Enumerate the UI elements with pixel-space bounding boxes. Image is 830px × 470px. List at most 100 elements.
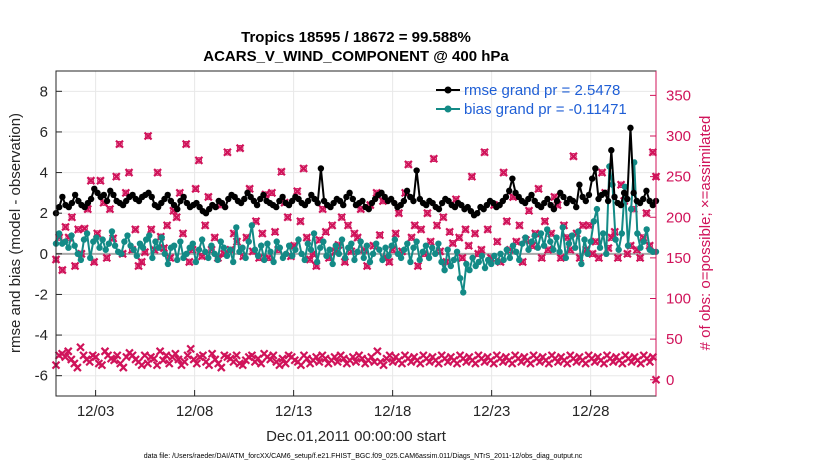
bias-point	[257, 242, 265, 249]
obs-assimilated-marker	[321, 354, 330, 363]
bias-point	[146, 232, 153, 239]
y-tick-label-right: 0	[666, 372, 674, 389]
obs-possible-marker	[303, 234, 311, 241]
obs-assimilated-marker	[91, 352, 101, 362]
bias-point	[584, 250, 591, 258]
bias-point	[534, 244, 542, 251]
bias-point	[152, 238, 159, 245]
bias-point	[637, 244, 644, 251]
obs-assimilated-marker	[270, 227, 280, 237]
rmse-point	[474, 209, 481, 217]
bias-point	[571, 244, 579, 251]
obs-assimilated-marker	[537, 253, 546, 263]
obs-assimilated-marker	[76, 342, 85, 352]
obs-assimilated-marker	[258, 229, 267, 238]
bias-point	[55, 230, 63, 237]
x-tick-label: 12/13	[275, 403, 313, 420]
obs-assimilated-marker	[339, 354, 349, 363]
obs-assimilated-marker	[515, 221, 524, 230]
obs-assimilated-marker	[439, 212, 448, 222]
bias-point	[220, 244, 228, 251]
bias-point	[407, 258, 414, 266]
bias-point	[550, 246, 557, 253]
rmse-point	[643, 187, 650, 195]
bias-point	[86, 254, 94, 262]
rmse-point	[164, 191, 171, 199]
obs-possible-marker	[513, 238, 520, 245]
y-tick-label-left: -6	[35, 368, 48, 385]
obs-possible-marker	[103, 254, 111, 262]
bias-point	[621, 183, 629, 190]
obs-assimilated-marker	[112, 172, 121, 181]
obs-assimilated-marker	[534, 184, 543, 194]
obs-possible-marker	[414, 262, 422, 270]
obs-assimilated-marker	[423, 208, 432, 218]
obs-possible-marker	[135, 262, 142, 270]
bias-point	[369, 250, 377, 258]
bias-point	[537, 230, 545, 237]
rmse-point	[502, 193, 510, 201]
x-tick-label: 12/03	[77, 403, 115, 420]
obs-assimilated-marker	[238, 360, 248, 370]
obs-possible-marker	[614, 254, 622, 262]
obs-assimilated-marker	[432, 221, 442, 230]
bias-point	[341, 254, 349, 262]
bias-point	[450, 256, 458, 264]
obs-assimilated-marker	[613, 253, 623, 263]
obs-assimilated-marker	[183, 351, 192, 360]
rmse-point	[212, 203, 219, 211]
obs-possible-marker	[328, 222, 336, 229]
chart-title-line2: ACARS_V_WIND_COMPONENT @ 400 hPa	[203, 48, 509, 65]
y-tick-label-right: 150	[666, 250, 691, 267]
obs-assimilated-marker	[67, 212, 77, 222]
obs-possible-marker	[186, 258, 193, 266]
bias-point	[543, 226, 551, 233]
obs-possible-marker	[408, 234, 415, 241]
bias-point	[124, 232, 131, 239]
obs-assimilated-marker	[86, 176, 96, 185]
bias-point	[273, 238, 280, 245]
obs-assimilated-marker	[278, 354, 287, 363]
bias-point	[634, 230, 641, 237]
chart-title-line1: Tropics 18595 / 18672 = 99.588%	[241, 29, 471, 46]
obs-assimilated-marker	[461, 357, 471, 367]
obs-assimilated-marker	[461, 225, 470, 234]
bias-point	[391, 236, 399, 243]
y-tick-label-right: 200	[666, 209, 691, 226]
bias-point	[425, 254, 433, 262]
rmse-point	[346, 189, 353, 197]
x-tick-label: 12/08	[176, 403, 214, 420]
bias-point	[640, 238, 647, 245]
obs-assimilated-marker	[357, 354, 367, 363]
obs-assimilated-marker	[174, 355, 183, 364]
obs-assimilated-marker	[572, 357, 581, 367]
obs-possible-marker	[154, 169, 161, 176]
obs-possible-marker	[284, 213, 292, 221]
bias-point	[512, 248, 520, 255]
obs-assimilated-marker	[448, 238, 458, 248]
obs-assimilated-marker	[623, 249, 632, 259]
rmse-point	[604, 197, 612, 205]
y-tick-label-left: 8	[40, 83, 48, 100]
obs-assimilated-marker	[569, 152, 578, 161]
obs-possible-marker	[297, 218, 304, 225]
bias-point	[522, 234, 529, 241]
bias-point	[121, 238, 128, 245]
bias-point	[500, 256, 507, 264]
obs-possible-marker	[176, 189, 184, 197]
bias-point	[590, 218, 598, 225]
obs-assimilated-marker	[645, 357, 655, 367]
obs-assimilated-marker	[191, 184, 200, 194]
rmse-point	[576, 181, 583, 188]
obs-possible-marker	[535, 185, 542, 193]
obs-assimilated-marker	[445, 227, 454, 237]
obs-assimilated-marker	[330, 352, 339, 362]
bias-point	[307, 246, 315, 253]
bias-point	[491, 252, 498, 260]
obs-possible-marker	[211, 234, 219, 241]
bias-point	[410, 244, 417, 251]
bias-point	[475, 258, 482, 266]
bias-point	[301, 256, 308, 264]
rmse-point	[279, 193, 286, 201]
obs-possible-marker	[579, 222, 587, 229]
